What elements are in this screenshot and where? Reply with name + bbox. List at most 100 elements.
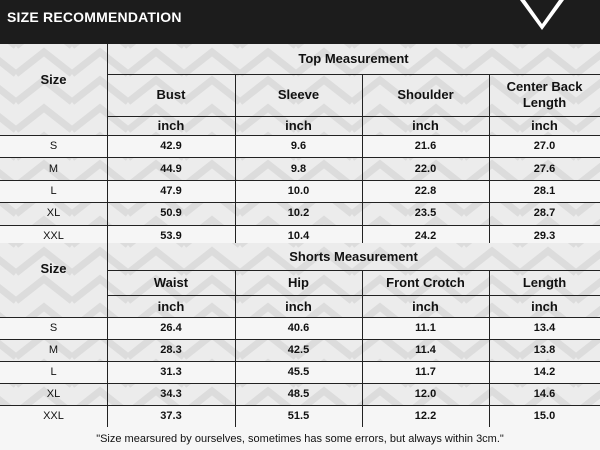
table-cell: 12.0 bbox=[414, 388, 437, 400]
row-band bbox=[0, 224, 600, 247]
row-divider bbox=[0, 383, 600, 384]
top-section-title: Top Measurement bbox=[298, 51, 409, 66]
table-cell: 44.9 bbox=[160, 162, 182, 175]
size-column-header: Size bbox=[40, 72, 67, 87]
row-divider bbox=[0, 157, 600, 159]
unit-label: inch bbox=[157, 118, 185, 133]
table-cell: 12.2 bbox=[414, 410, 437, 422]
column-divider bbox=[489, 270, 490, 427]
unit-label: inch bbox=[531, 118, 558, 133]
table-cell: 14.6 bbox=[533, 388, 556, 400]
table-cell: 26.4 bbox=[160, 322, 182, 334]
footer-note: "Size mearsured by ourselves, sometimes … bbox=[0, 427, 600, 450]
table-cell: 21.6 bbox=[414, 140, 437, 153]
unit-label: inch bbox=[285, 298, 312, 314]
column-divider bbox=[235, 74, 236, 247]
row-divider bbox=[0, 202, 600, 204]
table-cell: 10.4 bbox=[287, 229, 310, 242]
table-cell: 24.2 bbox=[414, 229, 437, 242]
table-cell: 42.5 bbox=[287, 344, 310, 356]
unit-label: inch bbox=[531, 298, 558, 314]
table-cell: 23.5 bbox=[414, 207, 437, 220]
top-size-table: Top Measurement Size Bust inch Sleeve inch Sho… bbox=[0, 44, 600, 247]
size-label: XL bbox=[46, 207, 61, 220]
row-divider bbox=[0, 317, 600, 318]
size-label: L bbox=[50, 184, 57, 197]
row-divider bbox=[107, 295, 600, 296]
table-cell: 10.2 bbox=[287, 207, 310, 220]
title-bar: SIZE RECOMMENDATION bbox=[0, 0, 600, 44]
table-cell: 10.0 bbox=[287, 184, 310, 197]
column-divider bbox=[489, 74, 490, 247]
table-cell: 11.1 bbox=[415, 322, 436, 334]
table-cell: 27.0 bbox=[533, 140, 556, 153]
column-header: Waist bbox=[153, 274, 189, 290]
unit-label: inch bbox=[285, 118, 312, 133]
row-divider bbox=[0, 339, 600, 340]
unit-label: inch bbox=[157, 298, 185, 314]
unit-label: inch bbox=[412, 118, 439, 133]
column-header: Sleeve bbox=[277, 87, 320, 102]
table-cell: 9.6 bbox=[290, 140, 307, 153]
table-cell: 11.4 bbox=[415, 344, 436, 356]
table-cell: 14.2 bbox=[533, 366, 556, 378]
row-band bbox=[0, 135, 600, 158]
size-label: XXL bbox=[43, 229, 64, 242]
column-header: Hip bbox=[288, 274, 309, 290]
row-divider bbox=[0, 179, 600, 181]
size-label: S bbox=[49, 322, 58, 334]
table-cell: 34.3 bbox=[160, 388, 182, 400]
table-cell: 31.3 bbox=[160, 366, 182, 378]
table-cell: 45.5 bbox=[287, 366, 310, 378]
chevron-down-icon bbox=[520, 0, 564, 30]
table-cell: 29.3 bbox=[533, 229, 556, 242]
size-label: M bbox=[48, 344, 59, 356]
table-cell: 47.9 bbox=[160, 184, 182, 197]
column-header: Shoulder bbox=[397, 87, 454, 102]
row-divider bbox=[107, 270, 600, 271]
row-divider bbox=[0, 224, 600, 226]
table-cell: 40.6 bbox=[287, 322, 310, 334]
table-cell: 9.8 bbox=[290, 162, 307, 175]
size-label: L bbox=[50, 366, 57, 378]
column-header: Front Crotch bbox=[386, 274, 465, 290]
unit-label: inch bbox=[412, 298, 439, 314]
shorts-size-table: Shorts Measurement Size Waist inch Hip inch Fr… bbox=[0, 243, 600, 427]
page-title: SIZE RECOMMENDATION bbox=[7, 9, 182, 25]
table-cell: 15.0 bbox=[533, 410, 556, 422]
column-header: Bust bbox=[156, 87, 186, 102]
table-cell: 27.6 bbox=[533, 162, 556, 175]
row-band bbox=[0, 361, 600, 383]
table-cell: 42.9 bbox=[160, 140, 182, 153]
table-cell: 50.9 bbox=[160, 207, 182, 220]
row-band bbox=[0, 405, 600, 427]
shorts-section-title: Shorts Measurement bbox=[289, 248, 418, 264]
row-divider bbox=[107, 74, 600, 75]
size-label: S bbox=[49, 140, 58, 153]
table-cell: 53.9 bbox=[160, 229, 182, 242]
row-band bbox=[0, 179, 600, 203]
row-divider bbox=[0, 361, 600, 362]
table-cell: 13.4 bbox=[533, 322, 556, 334]
table-cell: 13.8 bbox=[533, 344, 556, 356]
row-divider bbox=[0, 135, 600, 136]
table-cell: 51.5 bbox=[287, 410, 310, 422]
size-label: M bbox=[48, 162, 59, 175]
column-divider bbox=[107, 243, 108, 427]
table-cell: 48.5 bbox=[287, 388, 310, 400]
column-header: Center Back Length bbox=[506, 79, 583, 110]
table-cell: 37.3 bbox=[160, 410, 182, 422]
column-divider bbox=[235, 270, 236, 427]
column-divider bbox=[362, 74, 363, 247]
column-divider bbox=[107, 44, 108, 247]
row-divider bbox=[107, 116, 600, 117]
table-cell: 28.1 bbox=[533, 184, 556, 197]
size-label: XL bbox=[46, 388, 61, 400]
size-label: XXL bbox=[43, 410, 64, 422]
table-cell: 28.3 bbox=[160, 344, 182, 356]
column-header: Length bbox=[522, 274, 567, 290]
table-cell: 22.8 bbox=[414, 184, 437, 197]
row-band bbox=[0, 317, 600, 339]
table-cell: 22.0 bbox=[414, 162, 437, 175]
table-cell: 28.7 bbox=[533, 207, 556, 220]
